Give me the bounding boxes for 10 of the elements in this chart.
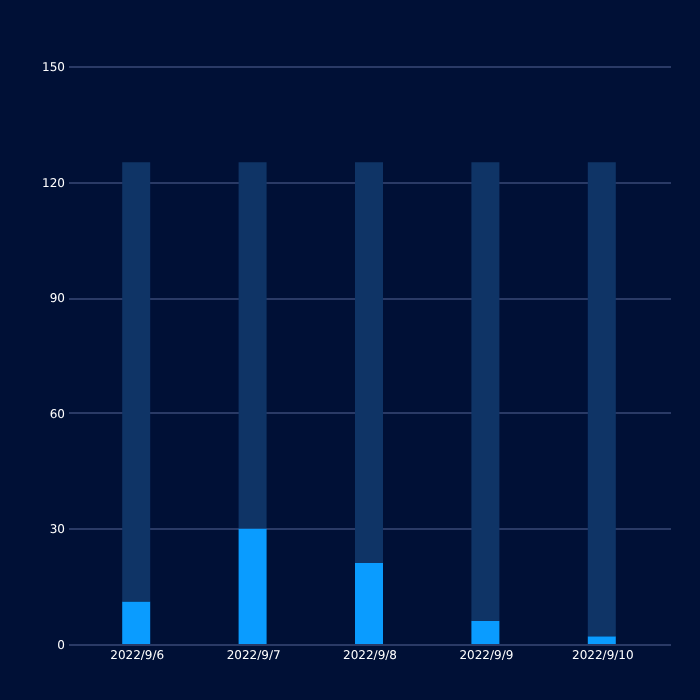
bar <box>471 162 500 621</box>
bar <box>122 601 151 644</box>
bar <box>587 162 616 637</box>
bar <box>238 162 267 529</box>
bar <box>355 162 383 564</box>
bar <box>122 162 151 602</box>
bar <box>355 563 383 644</box>
bar <box>238 528 267 644</box>
bar <box>587 636 616 644</box>
bar <box>471 620 500 644</box>
